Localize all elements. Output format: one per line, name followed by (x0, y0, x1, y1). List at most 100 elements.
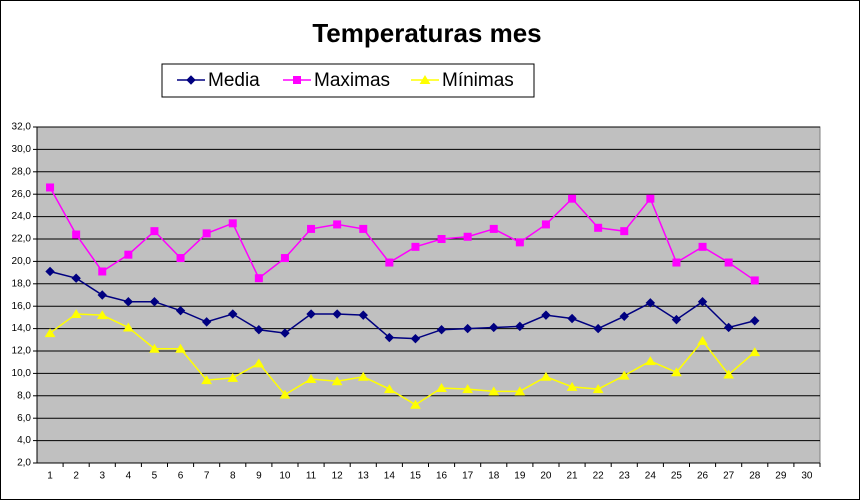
x-tick-label: 19 (514, 471, 526, 482)
y-tick-label: 32,0 (12, 122, 32, 133)
point-marker (437, 235, 446, 243)
point-marker (672, 258, 681, 267)
point-marker (228, 309, 238, 319)
point-marker (150, 227, 159, 236)
point-marker (175, 305, 186, 316)
x-tick-label: 11 (306, 471, 317, 482)
x-tick-label: 18 (488, 471, 500, 482)
point-marker (646, 194, 655, 203)
point-marker (97, 290, 107, 300)
x-tick-label: 29 (775, 471, 787, 482)
point-marker (436, 325, 447, 335)
y-tick-label: 20,0 (12, 256, 32, 267)
x-tick-label: 30 (801, 471, 813, 482)
point-marker (307, 224, 316, 233)
x-tick-label: 28 (749, 471, 761, 482)
point-marker (540, 371, 552, 381)
x-tick-label: 6 (178, 471, 184, 482)
point-marker (46, 183, 55, 192)
legend-marker (293, 76, 301, 84)
point-marker (541, 310, 551, 320)
point-marker (594, 223, 603, 232)
x-tick-label: 14 (384, 471, 396, 482)
point-marker (750, 316, 760, 326)
chart-title: Temperaturas mes (312, 18, 541, 48)
x-tick-label: 23 (619, 471, 631, 482)
x-tick-label: 26 (697, 471, 709, 482)
point-marker (45, 266, 55, 277)
point-marker (618, 370, 630, 380)
point-marker (202, 229, 211, 238)
series-line (49, 270, 755, 340)
point-marker (228, 219, 237, 228)
point-marker (201, 375, 213, 385)
x-tick-label: 8 (230, 471, 236, 482)
x-tick-label: 15 (410, 471, 422, 482)
point-marker (280, 328, 290, 338)
point-marker (70, 309, 82, 319)
y-tick-label: 6,0 (17, 413, 31, 424)
point-marker (227, 372, 239, 382)
point-marker (489, 322, 499, 333)
point-marker (515, 238, 524, 247)
point-marker (593, 323, 603, 334)
y-tick-label: 16,0 (12, 301, 32, 312)
point-marker (44, 328, 56, 338)
x-tick-label: 9 (256, 471, 262, 482)
series-line (49, 313, 756, 406)
point-marker (175, 343, 186, 353)
legend-label: Mínimas (442, 70, 514, 91)
point-marker (541, 220, 550, 229)
point-marker (749, 347, 761, 357)
point-marker (515, 321, 525, 332)
point-marker (332, 309, 342, 319)
point-marker (124, 250, 133, 259)
legend-label: Media (208, 70, 260, 91)
point-marker (280, 254, 289, 263)
point-marker (123, 297, 134, 307)
point-marker (488, 386, 500, 396)
point-marker (357, 371, 369, 381)
point-marker (724, 258, 733, 267)
point-marker (98, 267, 107, 276)
x-tick-label: 25 (671, 471, 683, 482)
point-marker (568, 194, 577, 203)
point-marker (96, 310, 108, 320)
x-tick-label: 27 (723, 471, 735, 482)
y-tick-label: 18,0 (12, 278, 32, 289)
point-marker (592, 384, 604, 394)
point-marker (333, 220, 342, 229)
y-tick-label: 30,0 (12, 144, 32, 155)
point-marker (645, 298, 656, 308)
point-marker (723, 369, 735, 379)
x-tick-label: 17 (462, 471, 474, 482)
point-marker (671, 367, 682, 377)
point-marker (279, 389, 291, 399)
point-marker (514, 386, 526, 396)
point-marker (697, 335, 708, 345)
y-tick-label: 10,0 (12, 368, 32, 379)
x-tick-label: 12 (332, 471, 344, 482)
legend-marker (419, 75, 431, 84)
x-tick-label: 22 (593, 471, 605, 482)
point-marker (306, 309, 316, 319)
point-marker (358, 310, 368, 320)
y-tick-label: 28,0 (12, 166, 32, 177)
legend-marker (186, 75, 196, 85)
x-tick-label: 3 (99, 471, 105, 482)
point-marker (253, 358, 265, 368)
point-marker (697, 297, 708, 307)
x-tick-label: 4 (126, 471, 132, 482)
point-marker (698, 242, 707, 251)
y-tick-label: 22,0 (12, 234, 32, 245)
x-tick-label: 1 (47, 471, 53, 482)
point-marker (201, 317, 212, 327)
y-tick-label: 24,0 (12, 211, 32, 222)
point-marker (723, 322, 734, 333)
point-marker (383, 384, 395, 394)
legend-box (161, 63, 535, 98)
y-tick-label: 26,0 (12, 189, 32, 200)
point-marker (410, 399, 421, 409)
point-marker (566, 381, 578, 391)
